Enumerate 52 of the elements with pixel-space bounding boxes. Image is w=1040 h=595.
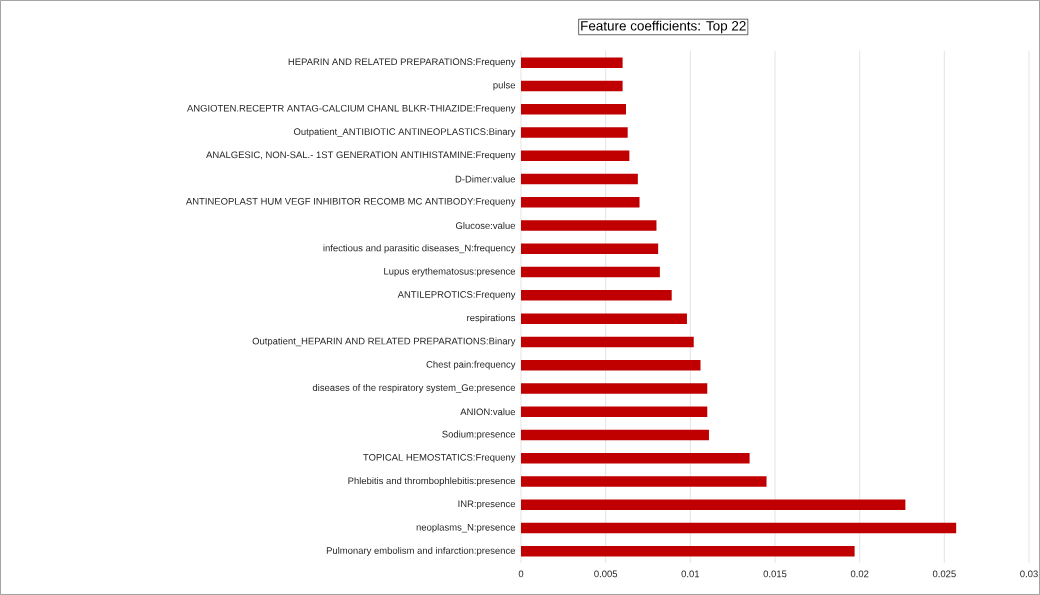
x-tick-label: 0.005 [594, 570, 618, 578]
y-tick-label: ANTINEOPLAST HUM VEGF INHIBITOR RECOMB MC ANTIBODY:Frequeny [185, 197, 516, 207]
bar [521, 499, 906, 511]
y-tick-label: Chest pain:frequency [426, 360, 516, 370]
bar [521, 290, 672, 301]
y-tick-label: Phlebitis and thrombophlebitis:presence [348, 477, 516, 486]
y-tick-label: ANTILEPROTICS:Frequeny [397, 291, 516, 300]
y-tick-label: Sodium:presence [442, 430, 516, 440]
x-tick-label: 0.015 [763, 570, 787, 578]
bar [521, 103, 626, 115]
bar [521, 243, 659, 255]
bar [521, 57, 623, 68]
y-tick-label: Outpatient_ANTIBIOTIC ANTINEOPLASTICS:Binary [293, 128, 516, 137]
y-tick-label: Pulmonary embolism and infarction:presence [326, 546, 516, 556]
y-tick-label: infectious and parasitic diseases_N:frequency [323, 244, 516, 254]
y-tick-label: D-Dimer:value [455, 175, 516, 183]
bar [521, 173, 638, 185]
x-tick-label: 0.01 [681, 570, 700, 578]
bar [521, 406, 708, 417]
x-tick-label: 0.03 [1020, 570, 1038, 578]
bar [521, 266, 660, 278]
y-tick-label: INR:presence [458, 500, 516, 510]
chart-title: Feature coefficients: Top 22 [581, 20, 746, 34]
bar [521, 313, 687, 324]
y-tick-label: pulse [493, 81, 516, 91]
bar [521, 150, 630, 161]
bar [521, 197, 640, 208]
y-tick-label: ANION:value [460, 408, 516, 416]
bar [521, 359, 701, 371]
x-tick-label: 0.02 [850, 570, 869, 578]
bar [521, 453, 750, 464]
y-tick-label: ANGIOTEN.RECEPTR ANTAG-CALCIUM CHANL BLKR-THIAZIDE:Frequeny [186, 104, 516, 114]
y-tick-label: Glucose:value [455, 222, 516, 230]
x-tick-label: 0.025 [932, 570, 956, 578]
y-tick-label: ANALGESIC, NON-SAL.- 1ST GENERATION ANTIHISTAMINE:Frequeny [206, 151, 516, 161]
bar [521, 522, 957, 534]
y-tick-label: Lupus erythematosus:presence [384, 267, 516, 277]
x-tick-label: 0 [518, 570, 524, 578]
bar [521, 383, 708, 394]
bar [521, 220, 657, 231]
y-tick-label: HEPARIN AND RELATED PREPARATIONS:Frequeny [288, 58, 516, 67]
bar [521, 429, 709, 441]
y-tick-label: respirations [467, 314, 516, 324]
bar [521, 127, 628, 138]
bar [521, 546, 855, 557]
y-tick-label: neoplasms_N:presence [416, 523, 516, 533]
y-tick-label: Outpatient_HEPARIN AND RELATED PREPARATIONS:Binary [252, 337, 516, 347]
bar [521, 80, 623, 92]
y-tick-label: diseases of the respiratory system_Ge:presence [312, 384, 516, 393]
bar [521, 476, 767, 487]
y-tick-label: TOPICAL HEMOSTATICS:Frequeny [363, 453, 516, 463]
bar [521, 336, 694, 348]
